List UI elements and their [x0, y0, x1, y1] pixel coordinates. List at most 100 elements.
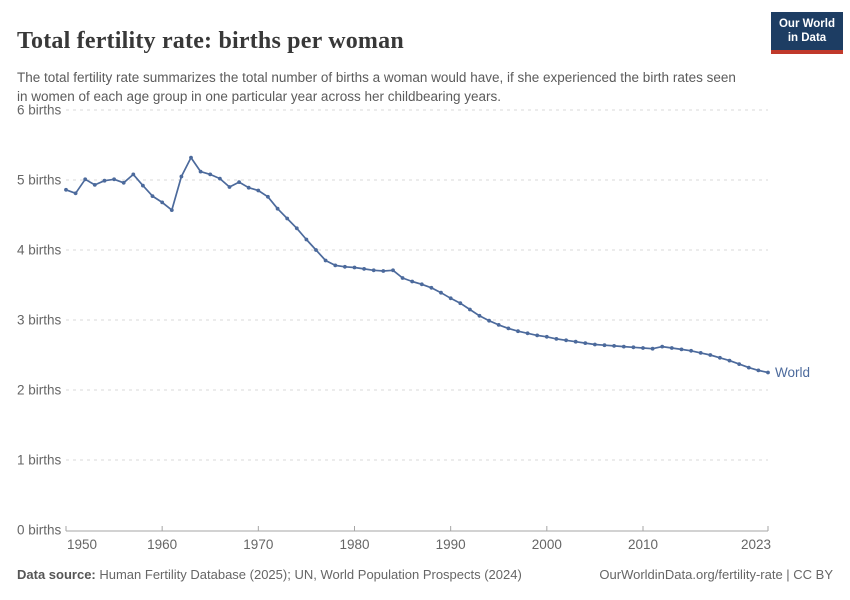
- x-axis-label: 1950: [67, 537, 97, 552]
- data-point-marker: [477, 313, 482, 318]
- data-point-marker: [621, 344, 626, 349]
- data-point-marker: [487, 318, 491, 323]
- data-point-marker: [525, 331, 530, 336]
- data-point-marker: [246, 185, 251, 190]
- owid-logo[interactable]: Our World in Data: [771, 12, 843, 54]
- data-point-marker: [593, 342, 597, 347]
- data-point-marker: [535, 333, 540, 338]
- data-point-marker: [429, 285, 434, 290]
- data-point-marker: [448, 296, 453, 301]
- data-point-marker: [737, 362, 742, 366]
- y-axis-label: 6 births: [17, 103, 62, 118]
- data-point-marker: [439, 290, 443, 295]
- data-point-marker: [304, 237, 309, 242]
- data-point-marker: [64, 187, 68, 192]
- data-point-marker: [544, 334, 549, 339]
- y-axis-label: 1 births: [17, 453, 62, 468]
- x-axis-label: 1990: [436, 537, 466, 552]
- data-point-marker: [227, 185, 232, 189]
- data-point-marker: [266, 194, 270, 199]
- data-point-marker: [285, 216, 290, 221]
- owid-logo-text-line1: Our World: [778, 18, 835, 30]
- data-point-marker: [198, 169, 203, 174]
- data-point-marker: [554, 337, 559, 341]
- data-point-marker: [468, 307, 472, 312]
- data-source-note: Data source: Human Fertility Database (2…: [17, 567, 522, 582]
- data-point-marker: [718, 355, 722, 360]
- page-title: Total fertility rate: births per woman: [17, 28, 404, 55]
- data-point-marker: [362, 267, 366, 271]
- data-point-marker: [631, 345, 636, 350]
- data-point-marker: [179, 174, 184, 179]
- data-point-marker: [641, 346, 645, 350]
- data-point-marker: [121, 180, 126, 185]
- y-axis-label: 0 births: [17, 523, 62, 538]
- data-point-marker: [400, 276, 405, 280]
- data-point-marker: [689, 348, 693, 353]
- x-axis-label: 1970: [243, 537, 273, 552]
- data-point-marker: [275, 206, 280, 211]
- x-axis-label: 2000: [532, 537, 562, 552]
- data-point-marker: [756, 368, 761, 373]
- data-point-marker: [150, 194, 155, 199]
- data-point-marker: [708, 353, 713, 357]
- data-point-marker: [323, 258, 328, 263]
- data-point-marker: [160, 200, 165, 205]
- data-point-marker: [381, 269, 386, 273]
- data-point-marker: [698, 351, 703, 355]
- data-point-marker: [294, 226, 299, 231]
- data-point-marker: [458, 301, 463, 306]
- data-point-marker: [669, 346, 674, 350]
- data-point-marker: [583, 341, 588, 345]
- data-point-marker: [131, 172, 136, 177]
- y-axis-label: 5 births: [17, 173, 62, 188]
- world-series-line[interactable]: [65, 156, 769, 374]
- series-end-label: World: [775, 365, 810, 380]
- data-point-marker: [564, 338, 568, 343]
- data-source-text: Human Fertility Database (2025); UN, Wor…: [95, 567, 522, 582]
- data-point-marker: [679, 347, 684, 352]
- data-point-marker: [169, 208, 174, 213]
- data-point-marker: [218, 176, 222, 181]
- chart-subtitle: The total fertility rate summarizes the …: [17, 69, 736, 105]
- data-point-marker: [256, 188, 261, 193]
- data-point-marker: [746, 365, 751, 370]
- y-axis-label: 4 births: [17, 243, 62, 258]
- data-point-marker: [496, 323, 501, 327]
- data-point-marker: [333, 263, 338, 268]
- data-point-marker: [352, 265, 357, 270]
- data-point-marker: [112, 177, 116, 182]
- owid-url-license-link[interactable]: OurWorldinData.org/fertility-rate | CC B…: [599, 567, 833, 582]
- data-point-marker: [727, 358, 732, 363]
- data-point-marker: [612, 344, 616, 348]
- data-point-marker: [92, 183, 97, 187]
- data-point-marker: [573, 339, 578, 344]
- data-point-marker: [766, 370, 770, 375]
- data-point-marker: [343, 264, 347, 269]
- data-point-marker: [237, 180, 242, 185]
- data-point-marker: [73, 191, 78, 196]
- data-point-marker: [419, 282, 424, 287]
- data-point-marker: [208, 172, 213, 177]
- data-point-marker: [602, 343, 607, 348]
- data-source-label: Data source:: [17, 567, 96, 582]
- data-point-marker: [410, 279, 415, 284]
- data-point-marker: [102, 178, 107, 183]
- y-axis-label: 2 births: [17, 383, 62, 398]
- data-point-marker: [391, 268, 395, 273]
- x-axis-label: 1960: [147, 537, 177, 552]
- data-point-marker: [516, 329, 520, 334]
- data-point-marker: [506, 326, 511, 331]
- x-axis-label: 2023: [741, 537, 771, 552]
- data-point-marker: [83, 177, 88, 182]
- data-point-marker: [141, 183, 145, 188]
- data-point-marker: [371, 268, 376, 273]
- x-axis-label: 1980: [339, 537, 369, 552]
- data-point-marker: [189, 155, 193, 160]
- y-axis-label: 3 births: [17, 313, 62, 328]
- owid-logo-text-line2: in Data: [787, 31, 827, 44]
- x-axis-label: 2010: [628, 537, 658, 552]
- data-point-marker: [660, 344, 665, 349]
